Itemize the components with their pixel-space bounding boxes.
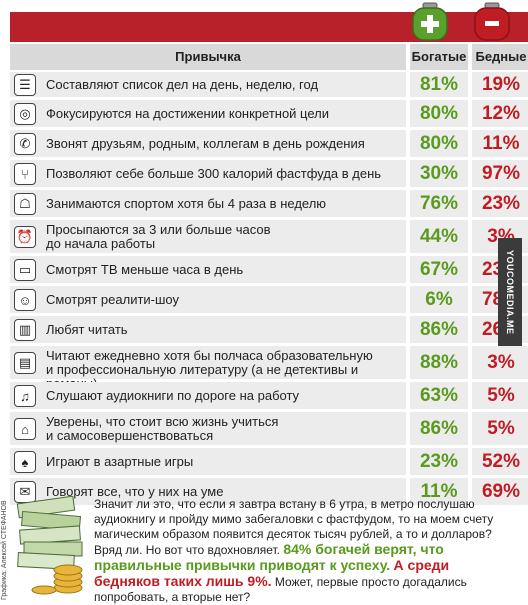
rich-value: 80% xyxy=(410,100,468,127)
rich-value: 6% xyxy=(410,286,468,313)
habit-cell: ✉ Говорят все, что у них на уме xyxy=(10,478,406,505)
top-color-bar xyxy=(10,12,528,42)
habit-cell: ☺ Смотрят реалити-шоу xyxy=(10,286,406,313)
alarm-clock-icon: ⏰ xyxy=(14,226,36,248)
table-row: ♫ Слушают аудиокниги по дороге на работу 6… xyxy=(10,382,528,409)
watermark: YOUCOMEDIA.ME xyxy=(498,238,522,346)
poor-value: 3% xyxy=(472,346,528,379)
rich-value: 80% xyxy=(410,130,468,157)
table-row: ◎ Фокусируются на достижении конкретной ц… xyxy=(10,100,528,127)
footer-paragraph-2: Может, первые просто догадались попробов… xyxy=(94,575,467,604)
habit-cell: ◎ Фокусируются на достижении конкретной ц… xyxy=(10,100,406,127)
habit-label: Играют в азартные игры xyxy=(46,454,194,469)
header-poor: Бедные xyxy=(472,44,528,70)
habit-label: Звонят друзьям, родным, коллегам в день … xyxy=(46,136,365,151)
table-row: ✉ Говорят все, что у них на уме 11% 69% xyxy=(10,478,528,505)
habit-cell: ⑂ Позволяют себе больше 300 калорий фастф… xyxy=(10,160,406,187)
poor-value: 11% xyxy=(472,130,528,157)
habit-cell: ♠ Играют в азартные игры xyxy=(10,448,406,475)
footer-text: Значит ли это, что если я завтра встану … xyxy=(94,497,506,605)
habit-label: Составляют список дел на день, неделю, г… xyxy=(46,77,319,92)
habit-cell: ⏰ Просыпаются за 3 или больше часов до на… xyxy=(10,220,406,253)
rich-value: 86% xyxy=(410,412,468,445)
poor-value: 23% xyxy=(472,190,528,217)
rich-value: 67% xyxy=(410,256,468,283)
poor-value: 19% xyxy=(472,72,528,97)
habit-cell: ☖ Занимаются спортом хотя бы 4 раза в нед… xyxy=(10,190,406,217)
habit-cell: ♫ Слушают аудиокниги по дороге на работу xyxy=(10,382,406,409)
table-row: ⌂ Уверены, что стоит всю жизнь учиться и … xyxy=(10,412,528,445)
header-habit: Привычка xyxy=(10,44,406,70)
habit-label: Смотрят ТВ меньше часа в день xyxy=(46,262,244,277)
spade-icon: ♠ xyxy=(14,451,36,473)
graduation-cap-icon: ⌂ xyxy=(14,418,36,440)
habit-label: Говорят все, что у них на уме xyxy=(46,484,224,499)
rich-value: 63% xyxy=(410,382,468,409)
habit-cell: ▥ Любят читать xyxy=(10,316,406,343)
rich-purse-icon xyxy=(410,2,450,42)
table-row: ▤ Читают ежедневно хотя бы полчаса образо… xyxy=(10,346,528,391)
table-row: ☰ Составляют список дел на день, неделю, … xyxy=(10,72,528,97)
habit-label: Слушают аудиокниги по дороге на работу xyxy=(46,388,300,403)
table-row: ✆ Звонят друзьям, родным, коллегам в день… xyxy=(10,130,528,157)
habit-label: Фокусируются на достижении конкретной це… xyxy=(46,106,330,121)
footer-highlight-red: А среди бедняков таких лишь 9%. xyxy=(94,557,450,589)
habit-label: Уверены, что стоит всю жизнь учиться и с… xyxy=(46,414,279,443)
habit-cell: ☰ Составляют список дел на день, неделю, … xyxy=(10,72,406,97)
habit-cell: ✆ Звонят друзьям, родным, коллегам в день… xyxy=(10,130,406,157)
habit-cell: ▭ Смотрят ТВ меньше часа в день xyxy=(10,256,406,283)
table-row: ⑂ Позволяют себе больше 300 калорий фастф… xyxy=(10,160,528,187)
habit-label: Занимаются спортом хотя бы 4 раза в неде… xyxy=(46,196,327,211)
reality-tv-icon: ☺ xyxy=(14,289,36,311)
rich-value: 76% xyxy=(410,190,468,217)
tv-icon: ▭ xyxy=(14,259,36,281)
footer-highlight-green: 84% богачей верят, что правильные привыч… xyxy=(94,541,444,573)
poor-value: 97% xyxy=(472,160,528,187)
list-icon: ☰ xyxy=(14,74,36,96)
poor-purse-icon xyxy=(472,2,512,42)
rich-value: 11% xyxy=(410,478,468,505)
poor-value: 5% xyxy=(472,412,528,445)
habit-label: Позволяют себе больше 300 калорий фастфу… xyxy=(46,166,382,181)
books-icon: ▤ xyxy=(14,352,36,374)
header-rich: Богатые xyxy=(410,44,468,70)
rich-value: 23% xyxy=(410,448,468,475)
rich-value: 88% xyxy=(410,346,468,379)
rich-value: 81% xyxy=(410,72,468,97)
rich-value: 86% xyxy=(410,316,468,343)
rich-value: 30% xyxy=(410,160,468,187)
habit-label: Любят читать xyxy=(46,322,128,337)
graphics-credit: Графика: Алексей СТЕФАНОВ xyxy=(1,500,8,600)
rich-value: 44% xyxy=(410,220,468,253)
poor-value: 69% xyxy=(472,478,528,505)
table-header: Привычка Богатые Бедные xyxy=(10,44,528,70)
habit-cell: ▤ Читают ежедневно хотя бы полчаса образо… xyxy=(10,346,406,391)
footer-paragraph-1: Значит ли это, что если я завтра встану … xyxy=(94,497,494,557)
poor-value: 12% xyxy=(472,100,528,127)
poor-value: 52% xyxy=(472,448,528,475)
book-icon: ▥ xyxy=(14,319,36,341)
money-stack-icon xyxy=(16,495,90,596)
phone-icon: ✆ xyxy=(14,133,36,155)
habit-label: Просыпаются за 3 или больше часов до нач… xyxy=(46,222,271,251)
habit-label: Смотрят реалити-шоу xyxy=(46,292,180,307)
fork-icon: ⑂ xyxy=(14,163,36,185)
headphones-icon: ♫ xyxy=(14,385,36,407)
table-row: ♠ Играют в азартные игры 23% 52% xyxy=(10,448,528,475)
runner-icon: ☖ xyxy=(14,193,36,215)
habit-cell: ⌂ Уверены, что стоит всю жизнь учиться и … xyxy=(10,412,406,445)
table-row: ⏰ Просыпаются за 3 или больше часов до на… xyxy=(10,220,528,253)
poor-value: 5% xyxy=(472,382,528,409)
target-icon: ◎ xyxy=(14,103,36,125)
table-row: ☖ Занимаются спортом хотя бы 4 раза в нед… xyxy=(10,190,528,217)
